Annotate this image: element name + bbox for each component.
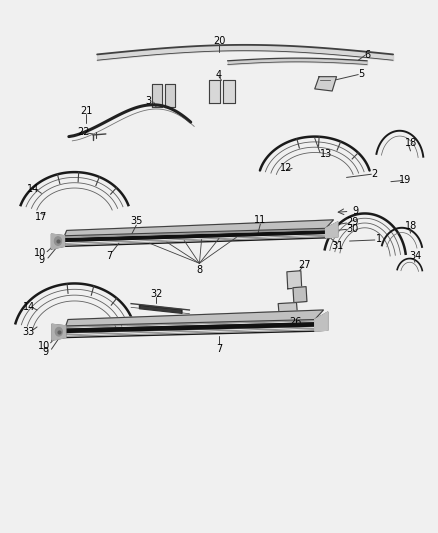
Text: 14: 14 [23, 302, 35, 312]
Text: 32: 32 [150, 289, 162, 299]
Text: 1: 1 [376, 235, 382, 245]
Polygon shape [278, 303, 297, 314]
Text: 8: 8 [196, 265, 202, 274]
Text: 10: 10 [39, 341, 51, 351]
Text: 22: 22 [77, 127, 89, 137]
Text: 2: 2 [372, 169, 378, 179]
Polygon shape [315, 77, 336, 91]
Text: 10: 10 [35, 248, 47, 259]
Text: 18: 18 [405, 138, 417, 148]
Text: 26: 26 [289, 317, 301, 327]
Text: 11: 11 [254, 215, 266, 225]
Text: 3: 3 [145, 96, 152, 106]
Text: 7: 7 [216, 344, 222, 354]
Polygon shape [152, 84, 162, 108]
Text: 9: 9 [352, 206, 358, 216]
Text: 9: 9 [39, 255, 45, 264]
Circle shape [54, 237, 61, 245]
Text: 30: 30 [346, 224, 359, 234]
Text: 7: 7 [106, 251, 113, 261]
Text: 13: 13 [319, 149, 332, 159]
Polygon shape [64, 220, 333, 236]
Text: 19: 19 [399, 175, 411, 185]
Text: 17: 17 [35, 212, 47, 222]
Polygon shape [325, 222, 338, 238]
Text: 29: 29 [346, 217, 359, 228]
Text: 35: 35 [130, 216, 142, 226]
Text: 12: 12 [280, 163, 292, 173]
Polygon shape [287, 271, 302, 289]
Polygon shape [165, 84, 176, 108]
Polygon shape [223, 80, 235, 103]
Text: 18: 18 [405, 221, 417, 231]
Polygon shape [293, 287, 307, 303]
Polygon shape [66, 310, 323, 326]
Text: 9: 9 [42, 347, 49, 357]
Text: 4: 4 [216, 70, 222, 79]
Polygon shape [315, 312, 328, 331]
Text: 33: 33 [23, 327, 35, 337]
Polygon shape [66, 323, 315, 333]
Polygon shape [208, 80, 220, 103]
Text: 6: 6 [364, 51, 371, 60]
Text: 5: 5 [358, 69, 364, 79]
Text: 14: 14 [27, 184, 39, 194]
Polygon shape [51, 234, 64, 249]
Text: 20: 20 [213, 36, 225, 46]
Text: 34: 34 [409, 251, 421, 261]
Text: 31: 31 [332, 241, 344, 251]
Text: 27: 27 [298, 260, 311, 270]
Polygon shape [64, 231, 325, 241]
Polygon shape [52, 324, 66, 340]
Text: 21: 21 [80, 106, 92, 116]
Circle shape [55, 327, 62, 336]
